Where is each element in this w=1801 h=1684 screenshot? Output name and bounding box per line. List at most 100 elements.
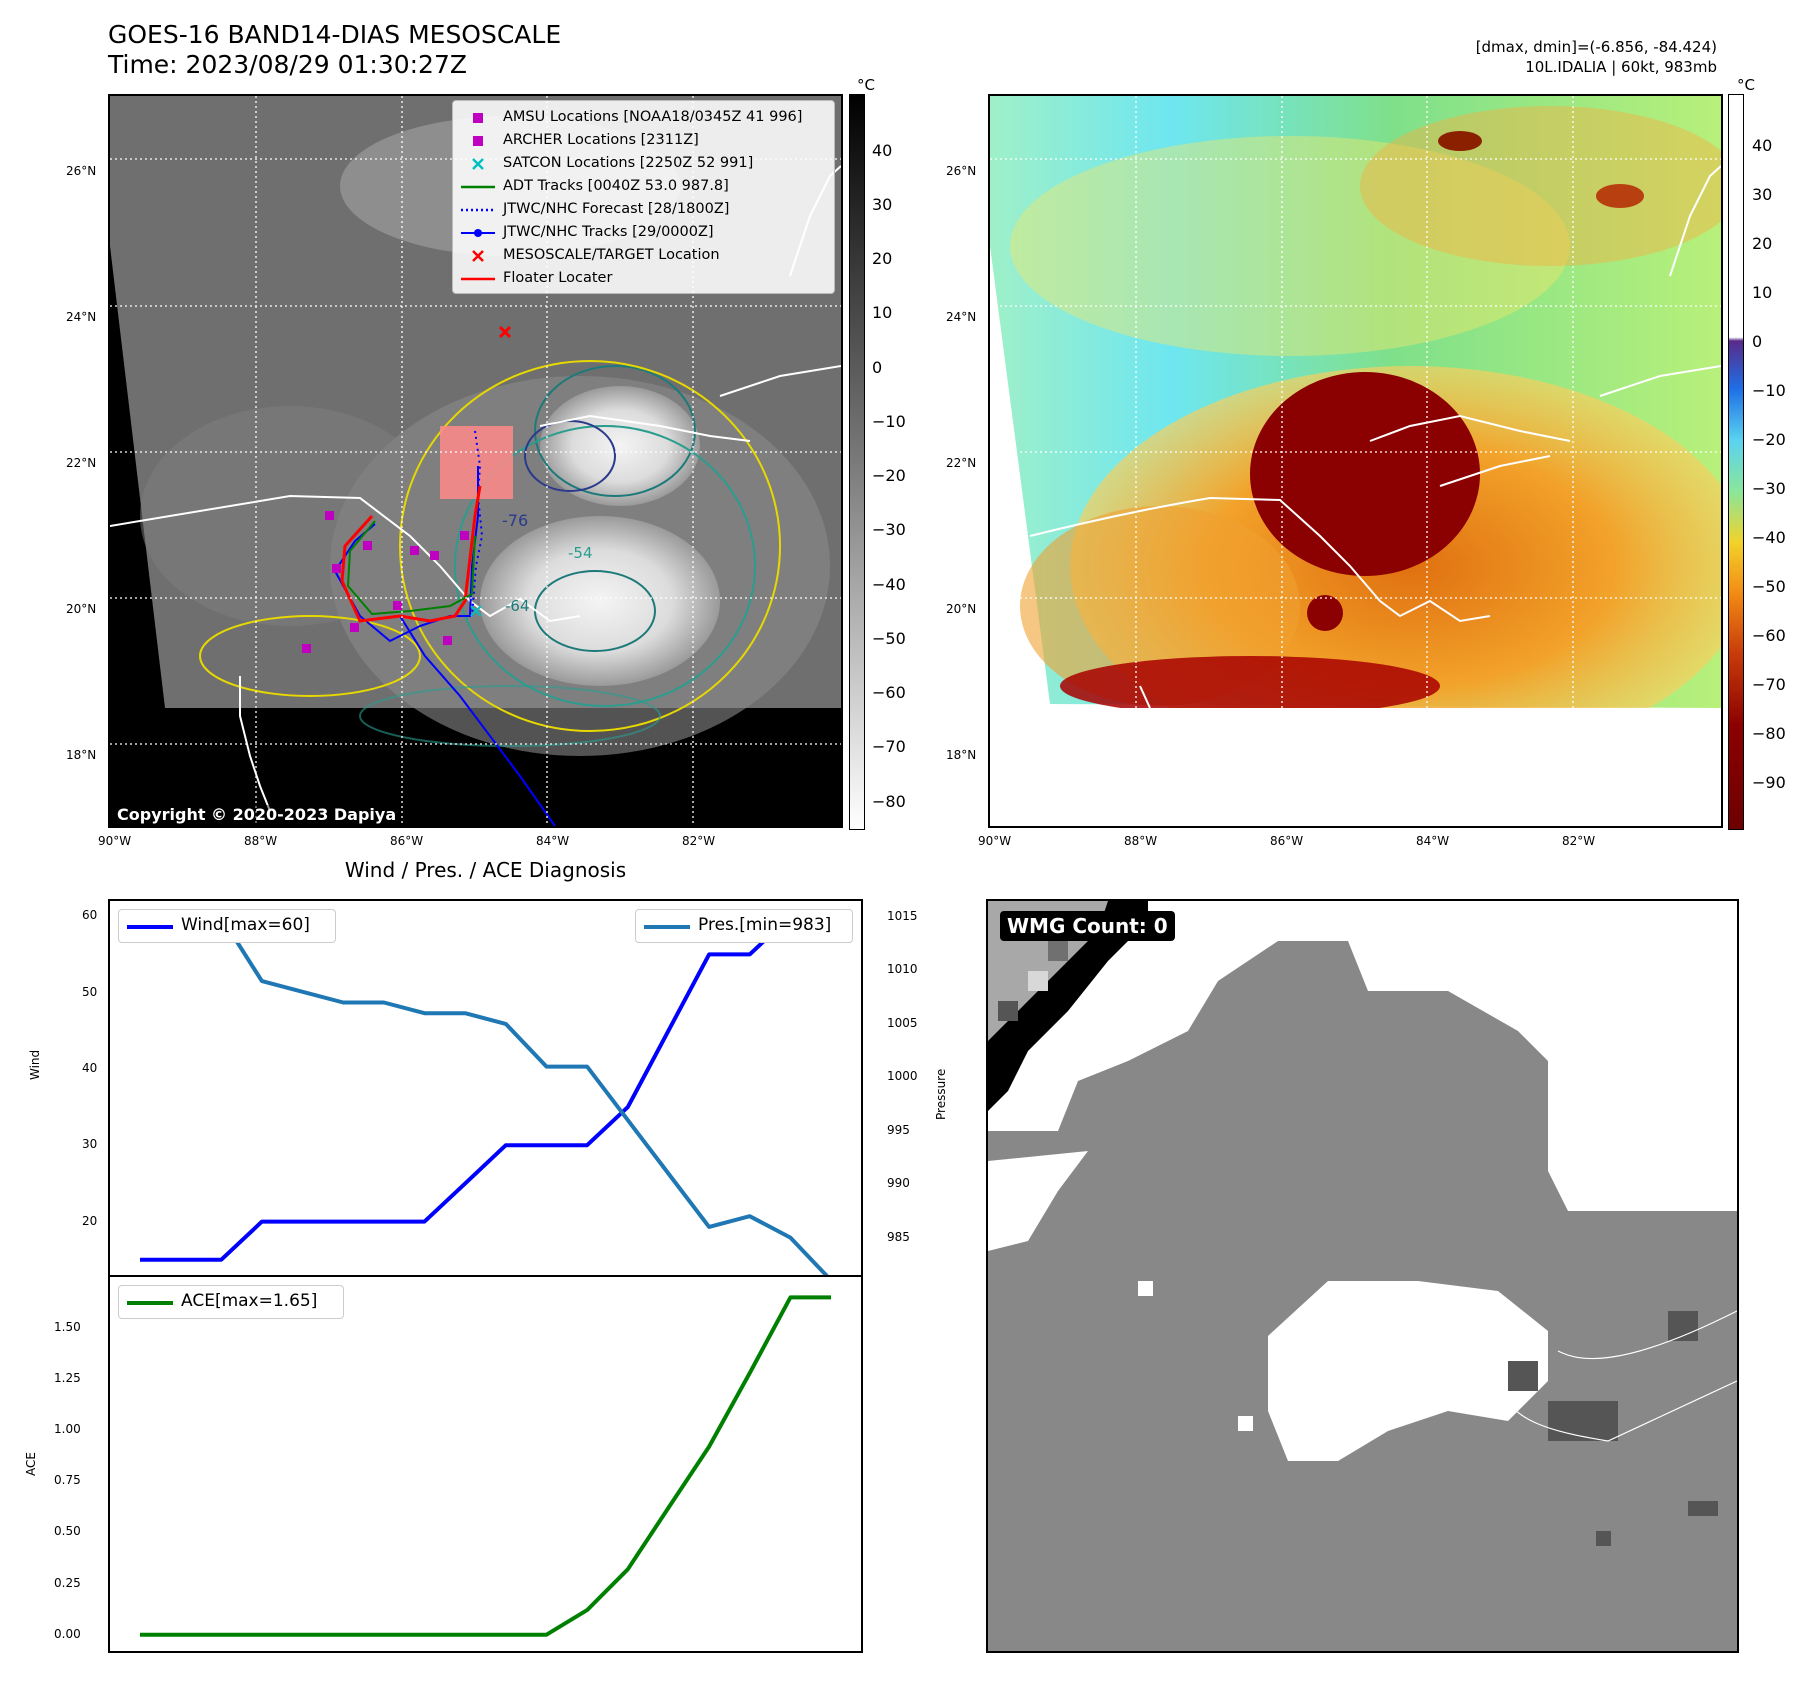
cloud-core-north (540, 386, 700, 506)
dotted-line-icon (461, 208, 495, 212)
cold-cloud-core (1250, 372, 1480, 576)
colorbar-tick: 10 (872, 303, 893, 322)
wind-legend-label: Wind[max=60] (181, 915, 310, 935)
diagnosis-title: Wind / Pres. / ACE Diagnosis (344, 858, 627, 882)
colorbar-tick: −70 (1752, 675, 1786, 694)
color-map-image (990, 96, 1721, 826)
square-marker-icon (473, 113, 483, 123)
colorbar-tick: −60 (1752, 626, 1786, 645)
wind-tick-label: 50 (82, 984, 98, 999)
grayscale-ir-map: -76 -64 -54 AMSU Locations [NOAA18/0345Z… (108, 94, 843, 828)
colorbar-tick: −30 (872, 520, 906, 539)
colorbar-tick: −10 (1752, 381, 1786, 400)
storm-info: 10L.IDALIA | 60kt, 983mb (1525, 58, 1717, 76)
lon-tick: 86°W (390, 834, 424, 848)
pressure-tick-label: 985 (887, 1229, 910, 1244)
colorbar-tick: −80 (872, 792, 906, 811)
pressure-tick-label: 995 (887, 1122, 910, 1137)
cold-cloud-cell (1307, 595, 1343, 631)
contour-label: -76 (502, 511, 528, 530)
wmg-image (988, 901, 1737, 1651)
pressure-axis-label: Pressure (934, 1068, 948, 1120)
colorbar-tick: −40 (872, 575, 906, 594)
wmg-dark-patch (1548, 1401, 1618, 1441)
square-marker-icon (473, 136, 483, 146)
colorbar-tick: −80 (1752, 724, 1786, 743)
colorbar-tick: −10 (872, 412, 906, 431)
colorbar-tick: −20 (872, 466, 906, 485)
ace-tick-label: 1.00 (54, 1422, 81, 1437)
colorbar-tick: 10 (1752, 283, 1773, 302)
ace-tick-label: 1.50 (54, 1320, 81, 1335)
contour-label: -64 (505, 597, 530, 615)
pressure-tick-label: 1015 (887, 909, 918, 924)
copyright-text: Copyright © 2020-2023 Dapiya (114, 805, 400, 824)
wind-axis-label: Wind (28, 1049, 42, 1080)
solid-line-icon (461, 185, 495, 189)
x-marker-icon (472, 250, 484, 262)
ace-series-line (140, 1295, 831, 1637)
lon-tick: 82°W (1562, 834, 1596, 848)
grayscale-colorbar (849, 94, 865, 830)
color-enhanced-ir-map (988, 94, 1723, 828)
dmax-dmin-info: [dmax, dmin]=(-6.856, -84.424) (1475, 38, 1717, 56)
pressure-legend: Pres.[min=983] (635, 909, 853, 943)
colorbar-tick: 20 (872, 249, 893, 268)
pressure-tick-label: 1010 (887, 962, 918, 977)
colorbar-tick: −90 (1752, 773, 1786, 792)
wind-legend: Wind[max=60] (118, 909, 336, 943)
wind-tick-label: 30 (82, 1137, 98, 1152)
lon-tick: 84°W (536, 834, 570, 848)
pressure-legend-label: Pres.[min=983] (698, 915, 832, 935)
colorbar-unit: °C (857, 76, 875, 94)
x-marker-icon (472, 158, 484, 170)
pressure-tick-label: 1005 (887, 1015, 918, 1030)
wind-pressure-plot: Wind[max=60] Pres.[min=983] (108, 899, 863, 1277)
colorbar-tick: 40 (1752, 136, 1773, 155)
color-colorbar (1728, 94, 1744, 830)
lon-tick: 88°W (244, 834, 278, 848)
map-legend: AMSU Locations [NOAA18/0345Z 41 996] ARC… (452, 100, 835, 294)
colorbar-tick: 30 (872, 195, 893, 214)
wind-series-line (140, 914, 831, 1262)
colorbar-tick: −50 (872, 629, 906, 648)
pressure-series-line (140, 915, 829, 1275)
wmg-count-badge: WMG Count: 0 (1000, 911, 1175, 941)
ace-tick-label: 0.75 (54, 1473, 81, 1488)
lat-tick: 18°N (946, 748, 977, 762)
lat-tick: 24°N (66, 310, 97, 324)
timestamp-title: Time: 2023/08/29 01:30:27Z (108, 50, 467, 79)
colorbar-tick: −60 (872, 683, 906, 702)
colorbar-unit: °C (1737, 76, 1755, 94)
ace-legend-swatch (127, 1301, 173, 1305)
pressure-legend-swatch (644, 925, 690, 929)
ace-tick-label: 1.25 (54, 1371, 81, 1386)
colorbar-tick: 0 (872, 358, 883, 377)
lat-tick: 20°N (66, 602, 97, 616)
ace-tick-label: 0.25 (54, 1575, 81, 1590)
ace-tick-label: 0.50 (54, 1524, 81, 1539)
ace-legend-label: ACE[max=1.65] (181, 1291, 318, 1311)
lat-tick: 22°N (66, 456, 97, 470)
cloud-core-south (480, 516, 720, 686)
wind-tick-label: 20 (82, 1213, 98, 1228)
colorbar-tick: −70 (872, 737, 906, 756)
wind-legend-swatch (127, 925, 173, 929)
colorbar-tick: −50 (1752, 577, 1786, 596)
lat-tick: 18°N (66, 748, 97, 762)
colorbar-tick: 30 (1752, 185, 1773, 204)
solid-line-icon (461, 277, 495, 281)
lat-tick: 20°N (946, 602, 977, 616)
lon-tick: 90°W (98, 834, 132, 848)
contour-label: -54 (568, 544, 593, 562)
lat-tick: 24°N (946, 310, 977, 324)
wind-pressure-svg (140, 914, 831, 1275)
line-dot-icon (461, 229, 495, 237)
lat-tick: 22°N (946, 456, 977, 470)
ace-legend: ACE[max=1.65] (118, 1285, 344, 1319)
colorbar-tick: 0 (1752, 332, 1763, 351)
lat-tick: 26°N (946, 164, 977, 178)
lon-tick: 84°W (1416, 834, 1450, 848)
wind-tick-label: 60 (82, 908, 98, 923)
pressure-tick-label: 1000 (887, 1069, 918, 1084)
